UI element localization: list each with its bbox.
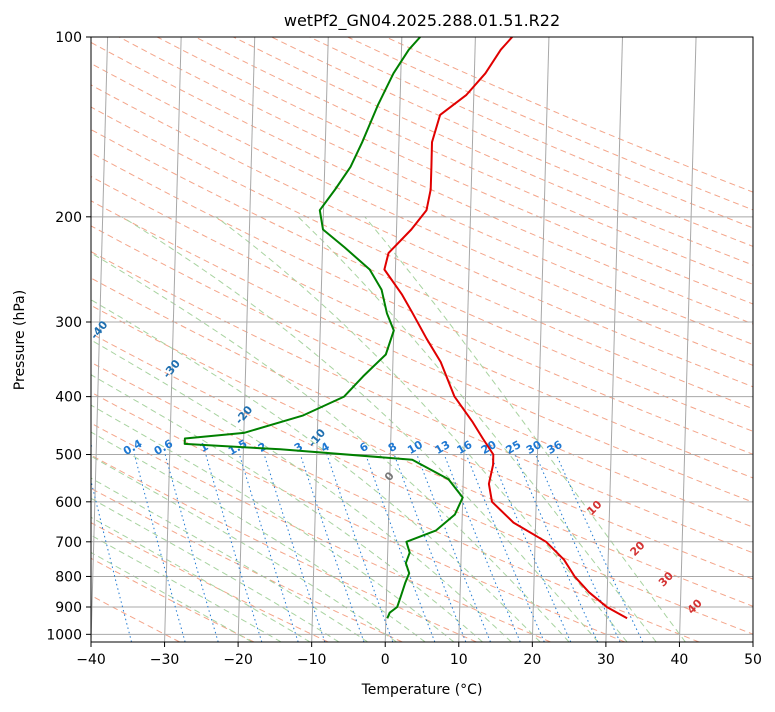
mixing-ratio-line <box>327 455 393 643</box>
dry-adiabat-line <box>0 37 551 642</box>
mixing-ratio-line <box>366 455 435 643</box>
dry-adiabat-line <box>310 37 775 642</box>
sounding-series <box>185 37 627 618</box>
mixing-ratio-line <box>466 455 544 643</box>
x-tick-label: −20 <box>223 652 253 668</box>
y-tick-label: 800 <box>55 569 82 585</box>
isotherm-line <box>165 37 182 642</box>
adiabat-label: 10 <box>584 498 604 518</box>
isotherm-line <box>679 37 696 642</box>
y-tick-label: 100 <box>55 30 82 46</box>
chart-title: wetPf2_GN04.2025.288.01.51.R22 <box>284 11 560 31</box>
x-tick-label: 50 <box>744 652 762 668</box>
dry-adiabat-line <box>0 37 402 642</box>
isotherm-label: -20 <box>233 403 256 427</box>
y-tick-label: 500 <box>55 448 82 464</box>
isotherm-line <box>238 37 255 642</box>
moist-adiabat-line <box>0 217 252 642</box>
dry-adiabat-line <box>348 37 775 642</box>
moist-adiabat-line <box>216 217 627 642</box>
dry-adiabat-line <box>119 37 775 642</box>
dry-adiabat-line <box>0 37 254 642</box>
y-axis-ticks: 1000 900 800 700 600 500 400 300 200 100 <box>46 30 91 643</box>
x-tick-label: 20 <box>523 652 541 668</box>
adiabat-label: 30 <box>656 569 676 589</box>
isotherm-label: -30 <box>160 357 183 381</box>
adiabat-label: 40 <box>685 596 705 616</box>
y-tick-label: 400 <box>55 390 82 406</box>
x-tick-label: 30 <box>597 652 615 668</box>
y-tick-label: 1000 <box>46 627 82 643</box>
mixing-ratio-line <box>206 455 262 643</box>
x-axis-label: Temperature (°C) <box>361 682 483 698</box>
x-tick-label: −40 <box>76 652 106 668</box>
x-axis-ticks: −40 −30 −20 −10 0 10 20 30 40 50 <box>76 642 762 668</box>
mixing-ratio-line <box>444 455 520 643</box>
y-tick-label: 200 <box>55 210 82 226</box>
mixing-ratio-line <box>491 455 571 643</box>
y-tick-label: 900 <box>55 600 82 616</box>
plot-area: 0.10.20.40.611.52346810131620253036-100-… <box>0 37 775 642</box>
moist-adiabat-line <box>122 217 598 642</box>
x-tick-label: −30 <box>150 652 180 668</box>
y-tick-label: 600 <box>55 495 82 511</box>
x-tick-label: 0 <box>381 652 390 668</box>
isotherm-line <box>385 37 402 642</box>
isotherms <box>0 37 775 642</box>
y-tick-label: 700 <box>55 535 82 551</box>
mixing-ratio-label: 1 <box>197 440 210 455</box>
mixing-ratio-line <box>536 455 621 643</box>
moist-adiabat-line <box>0 217 281 642</box>
mixing-ratio-line <box>300 455 364 643</box>
mixing-ratio-label: 3 <box>292 440 305 455</box>
x-tick-label: −10 <box>297 652 327 668</box>
mixing-ratio-label: 6 <box>357 440 370 455</box>
isotherm-line <box>753 37 770 642</box>
mixing-ratio-line <box>165 455 218 643</box>
x-tick-label: 40 <box>671 652 689 668</box>
dry-adiabat-line <box>0 37 476 642</box>
dry-adiabat-line <box>0 37 328 642</box>
mixing-ratio-label: 0.1 <box>24 437 47 458</box>
moist-adiabat-line <box>365 217 686 642</box>
x-tick-label: 10 <box>450 652 468 668</box>
moist-adiabat-line <box>0 217 310 642</box>
y-tick-label: 300 <box>55 315 82 331</box>
y-axis-label: Pressure (hPa) <box>12 290 28 390</box>
moist-adiabat-line <box>0 217 339 642</box>
mixing-ratio-label: 8 <box>386 440 399 455</box>
dry-adiabat-line <box>0 37 773 642</box>
isopleth-labels: 0.10.20.40.611.52346810131620253036-100-… <box>0 58 705 617</box>
